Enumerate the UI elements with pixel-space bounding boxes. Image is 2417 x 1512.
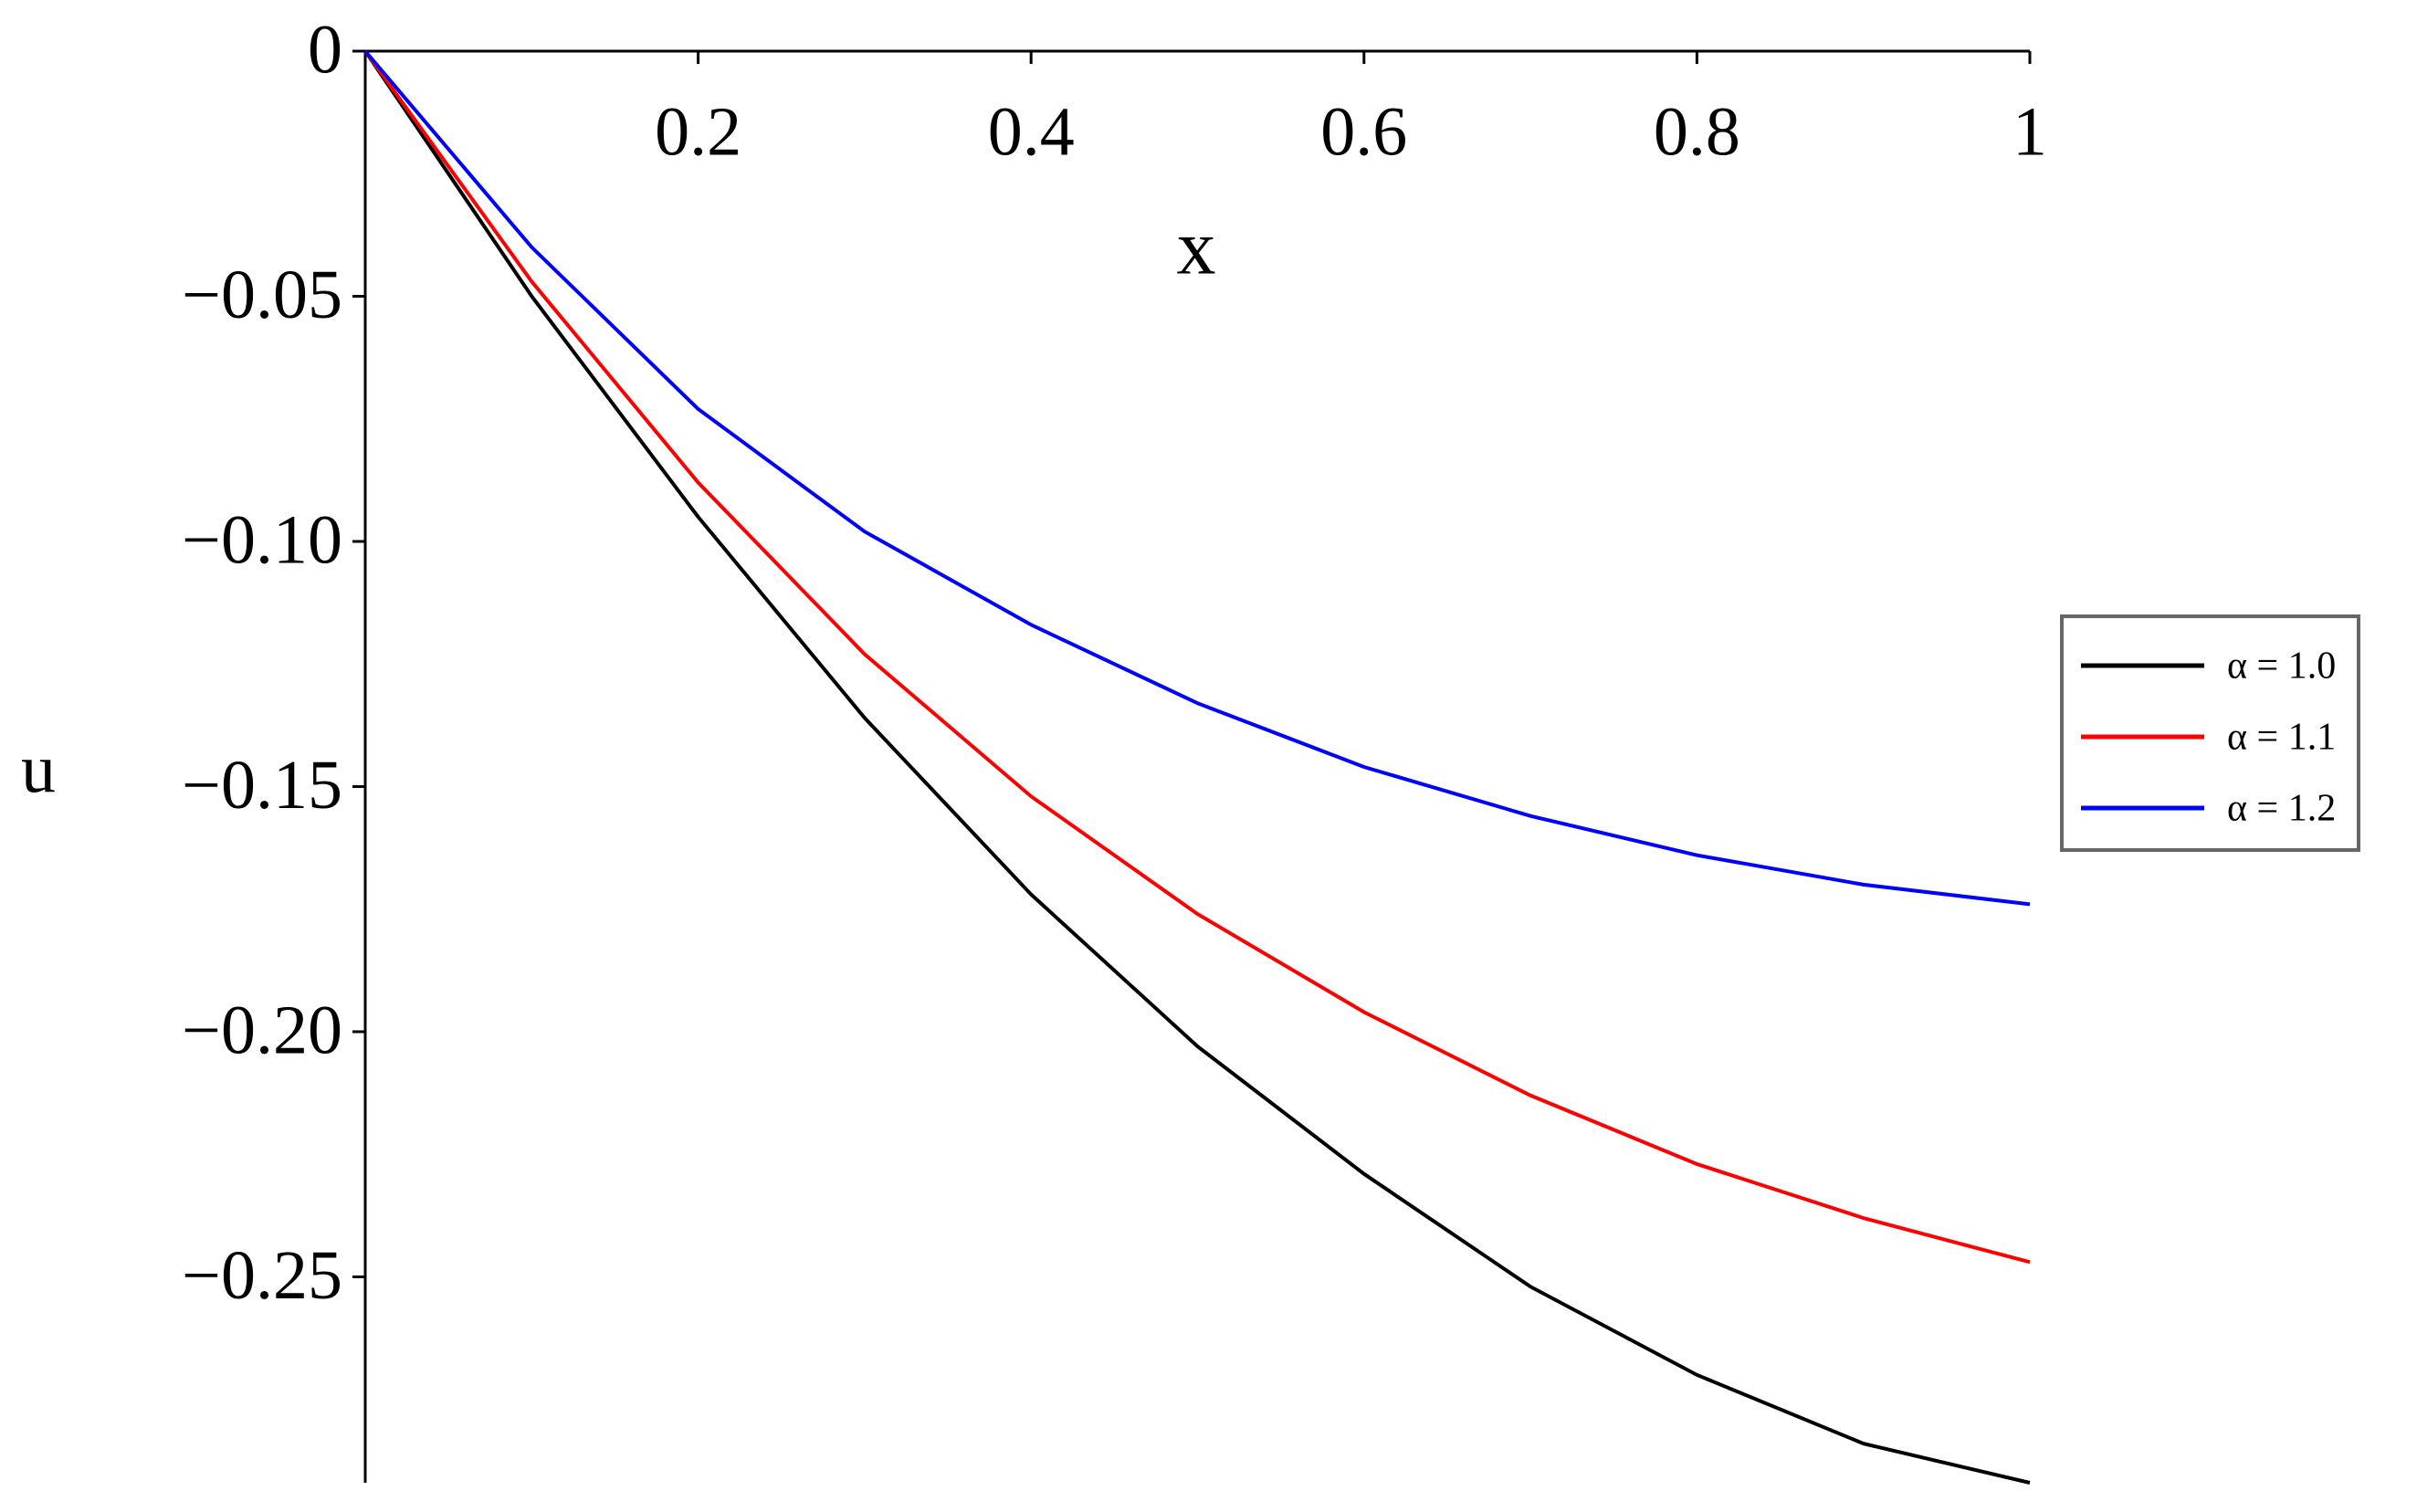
x-tick-label: 1 — [2012, 93, 2047, 170]
legend-label: α = 1.2 — [2227, 788, 2336, 830]
series-line — [363, 49, 2031, 1485]
y-tick-label: −0.25 — [182, 1237, 342, 1314]
x-tick-label: 0.4 — [988, 93, 1075, 170]
x-tick-label: 0.8 — [1654, 93, 1740, 170]
x-tick-label: 0.2 — [655, 93, 741, 170]
x-tick-label: 0.6 — [1320, 93, 1407, 170]
series-line — [363, 49, 2031, 907]
series-line — [363, 49, 2031, 1265]
legend-label: α = 1.0 — [2227, 646, 2336, 688]
y-tick-label: −0.20 — [182, 992, 342, 1068]
y-axis-label: u — [21, 730, 56, 807]
x-axis-label: x — [1177, 204, 1216, 291]
y-tick-label: 0 — [308, 11, 342, 88]
y-tick-label: −0.15 — [182, 747, 342, 824]
legend-label: α = 1.1 — [2227, 717, 2336, 759]
legend-box — [2060, 614, 2360, 852]
y-tick-label: −0.05 — [182, 257, 342, 333]
y-tick-label: −0.10 — [182, 501, 342, 578]
